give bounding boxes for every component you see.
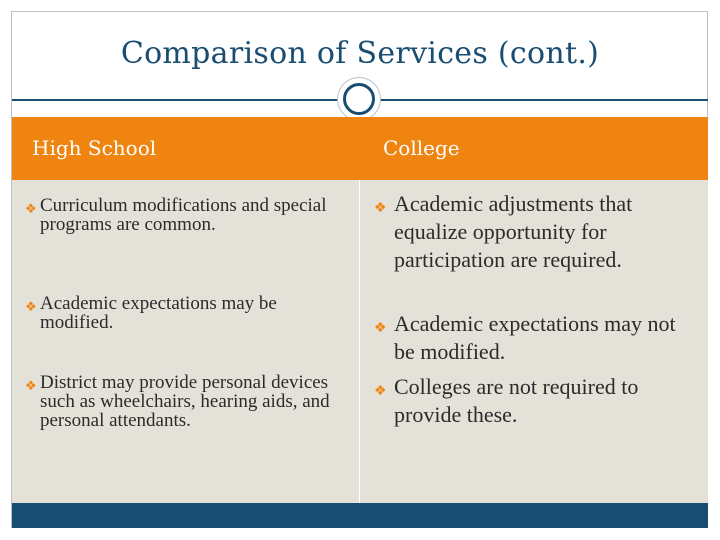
slide-title: Comparison of Services (cont.): [120, 36, 600, 71]
list-item-text: Curriculum modifications and special pro…: [40, 195, 327, 235]
list-item-text: Colleges are not required to provide the…: [394, 374, 639, 427]
list-item: ❖ Academic expectations may be modified.: [25, 293, 352, 333]
list-item: ❖ Academic expectations may not be modif…: [374, 310, 694, 366]
column-divider: [359, 180, 360, 503]
list-item-text: District may provide personal devices su…: [40, 372, 330, 431]
ornate-bullet-icon: ❖: [25, 201, 37, 216]
list-item-text: Academic expectations may be modified.: [40, 293, 277, 333]
list-item-text: Academic expectations may not be modifie…: [394, 311, 676, 364]
ornate-bullet-icon: ❖: [25, 378, 37, 393]
list-item: ❖ Curriculum modifications and special p…: [25, 195, 352, 235]
ornate-bullet-icon: ❖: [374, 201, 387, 216]
list-item-text: Academic adjustments that equalize oppor…: [394, 191, 633, 272]
footer-bar: [12, 503, 708, 528]
ornate-bullet-icon: ❖: [25, 299, 37, 314]
header-high-school: High School: [32, 136, 157, 160]
list-item: ❖ Academic adjustments that equalize opp…: [374, 190, 694, 274]
list-item: ❖ District may provide personal devices …: [25, 372, 352, 431]
ornate-bullet-icon: ❖: [374, 321, 387, 336]
list-item: ❖ Colleges are not required to provide t…: [374, 373, 694, 429]
comparison-table: High School College ❖ Curriculum modific…: [12, 117, 708, 503]
circle-ornament-icon: [338, 78, 380, 120]
table-body-row: ❖ Curriculum modifications and special p…: [12, 180, 708, 503]
header-college: College: [383, 136, 460, 160]
table-header-row: High School College: [12, 117, 708, 180]
ornate-bullet-icon: ❖: [374, 384, 387, 399]
circle-ring: [343, 83, 375, 115]
